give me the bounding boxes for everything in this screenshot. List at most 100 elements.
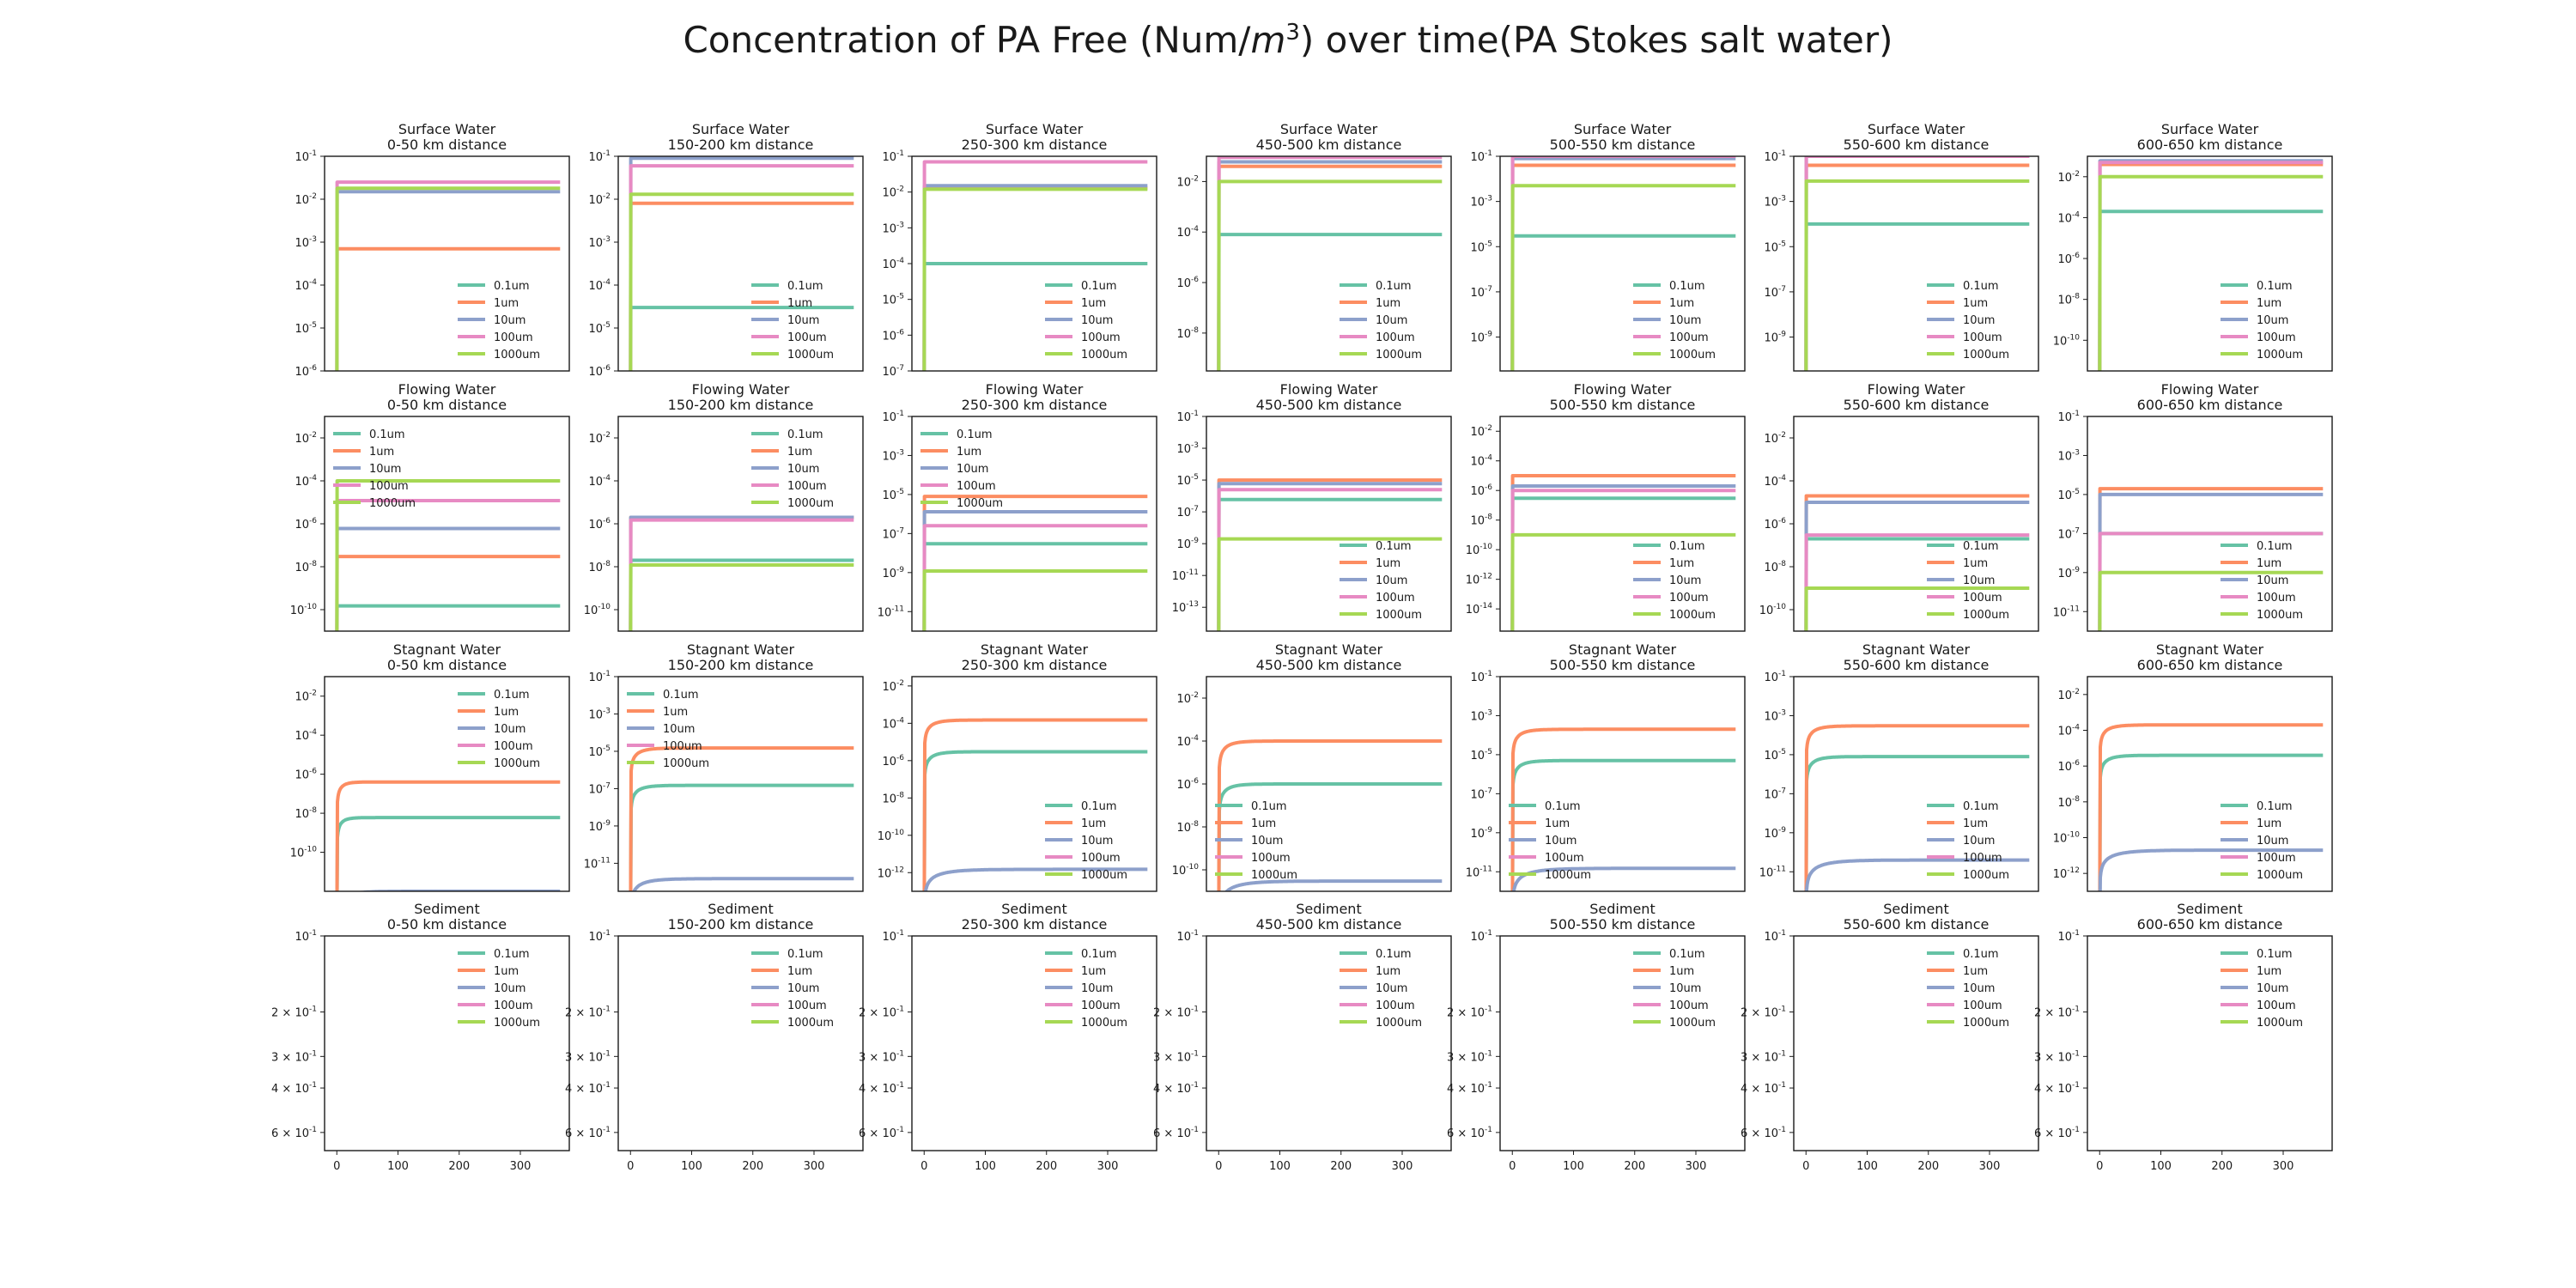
subplot-title: Stagnant Water: [1862, 641, 1971, 658]
y-tick-label: 10-6: [588, 517, 611, 532]
y-tick-label: 10-6: [295, 517, 317, 532]
y-tick-label: 10-8: [1176, 326, 1199, 341]
legend-label: 100um: [1376, 331, 1415, 344]
y-tick-label: 3 × 10-1: [271, 1049, 317, 1064]
y-tick-label: 10-3: [1764, 195, 1786, 210]
legend-label: 100um: [1669, 999, 1709, 1012]
y-tick-label: 10-10: [1172, 863, 1200, 878]
y-tick-label: 10-9: [1470, 826, 1492, 841]
legend: 0.1um 1um 10um 100um 1000um: [458, 689, 540, 770]
subplot-subtitle: 500-550 km distance: [1550, 657, 1696, 673]
y-tick-label: 10-3: [882, 221, 904, 235]
y-tick-label: 10-1: [1764, 670, 1786, 684]
y-tick-label: 10-1: [1176, 410, 1199, 424]
legend: 0.1um 1um 10um 100um 1000um: [1340, 540, 1422, 622]
series-line-10um: [923, 867, 1149, 891]
series-line-1um: [1510, 727, 1737, 891]
legend-label: 10um: [1669, 982, 1701, 995]
legend-label: 0.1um: [494, 689, 530, 702]
series-line-1000um: [1217, 537, 1443, 631]
legend-label: 10um: [1963, 982, 1995, 995]
legend-label: 1um: [1251, 817, 1276, 830]
legend: 0.1um 1um 10um 100um 1000um: [1633, 948, 1716, 1030]
legend: 0.1um 1um 10um 100um 1000um: [751, 280, 834, 361]
series-line-0_1um: [1217, 782, 1443, 891]
x-tick-label: 300: [804, 1160, 825, 1173]
plot-frame: [1499, 155, 1746, 372]
plot-frame: [2087, 416, 2333, 632]
y-tick-label: 10-3: [1176, 441, 1199, 456]
x-tick-label: 100: [387, 1160, 409, 1173]
legend-label: 10um: [787, 982, 819, 995]
plot-frame: [324, 935, 570, 1151]
plot-frame: [1206, 935, 1452, 1151]
legend-label: 1um: [1669, 297, 1694, 310]
y-tick-label: 10-7: [1764, 285, 1786, 300]
y-tick-label: 10-3: [882, 448, 904, 463]
y-tick-label: 10-1: [882, 149, 904, 164]
legend: 0.1um 1um 10um 100um 1000um: [1215, 800, 1297, 882]
subplot-subtitle: 550-600 km distance: [1844, 657, 1990, 673]
y-tick-label: 10-1: [1470, 929, 1492, 944]
y-tick-label: 6 × 10-1: [2034, 1126, 2080, 1140]
legend-label: 10um: [787, 463, 819, 476]
subplot-title: Flowing Water: [986, 381, 1084, 398]
series-line-0_1um: [335, 816, 562, 891]
plot-frame: [1793, 416, 2039, 632]
legend-label: 1000um: [1376, 349, 1422, 361]
y-tick-label: 10-4: [295, 474, 317, 489]
legend-label: 1000um: [1669, 1017, 1716, 1030]
subplot-title: Flowing Water: [398, 381, 496, 398]
series-group: [629, 746, 855, 891]
plot-frame: [1499, 935, 1746, 1151]
y-tick-label: 10-1: [588, 929, 611, 944]
y-tick-label: 10-5: [1764, 240, 1786, 254]
y-tick-label: 10-6: [295, 364, 317, 379]
x-tick-label: 200: [742, 1160, 763, 1173]
series-line-1um: [2098, 487, 2324, 631]
legend-label: 1000um: [1963, 609, 2009, 622]
legend-label: 100um: [1669, 592, 1709, 605]
plot-frame: [324, 416, 570, 632]
series-line-1um: [335, 246, 562, 371]
y-tick-label: 10-7: [1470, 285, 1492, 300]
series-line-100um: [1804, 533, 2031, 631]
y-tick-label: 10-10: [290, 846, 318, 860]
subplot-subtitle: 550-600 km distance: [1844, 397, 1990, 413]
y-tick-label: 10-5: [588, 321, 611, 336]
legend-label: 1um: [369, 446, 394, 459]
legend-label: 100um: [1251, 852, 1291, 865]
y-tick-label: 2 × 10-1: [1741, 1005, 1786, 1020]
y-tick-label: 10-10: [584, 603, 611, 617]
series-line-0_1um: [335, 604, 562, 631]
legend-label: 10um: [494, 723, 526, 736]
legend-label: 1000um: [2257, 1017, 2303, 1030]
y-tick-label: 4 × 10-1: [2034, 1081, 2080, 1096]
subplot-subtitle: 0-50 km distance: [387, 137, 507, 153]
legend-label: 0.1um: [1963, 540, 1999, 553]
y-tick-label: 10-4: [882, 716, 904, 731]
subplot-title: Sediment: [1589, 901, 1655, 917]
legend-label: 0.1um: [787, 280, 823, 293]
y-tick-label: 3 × 10-1: [2034, 1049, 2080, 1064]
series-line-1000um: [1510, 532, 1737, 631]
y-tick-label: 10-2: [2057, 170, 2080, 185]
y-tick-label: 10-3: [588, 707, 611, 721]
y-tick-label: 10-8: [1470, 513, 1492, 528]
plot-frame: [1793, 676, 2039, 892]
legend-label: 1um: [1963, 557, 1988, 570]
legend-label: 1000um: [1963, 1017, 2009, 1030]
series-group: [2098, 159, 2324, 371]
series-line-10um: [629, 515, 855, 631]
subplot-title: Stagnant Water: [981, 641, 1089, 658]
series-line-100um: [335, 499, 562, 631]
series-line-1um: [629, 201, 855, 371]
series-group: [922, 495, 1149, 631]
series-line-0_1um: [922, 542, 1149, 631]
series-line-1um: [922, 495, 1149, 631]
y-tick-label: 3 × 10-1: [1153, 1049, 1199, 1064]
